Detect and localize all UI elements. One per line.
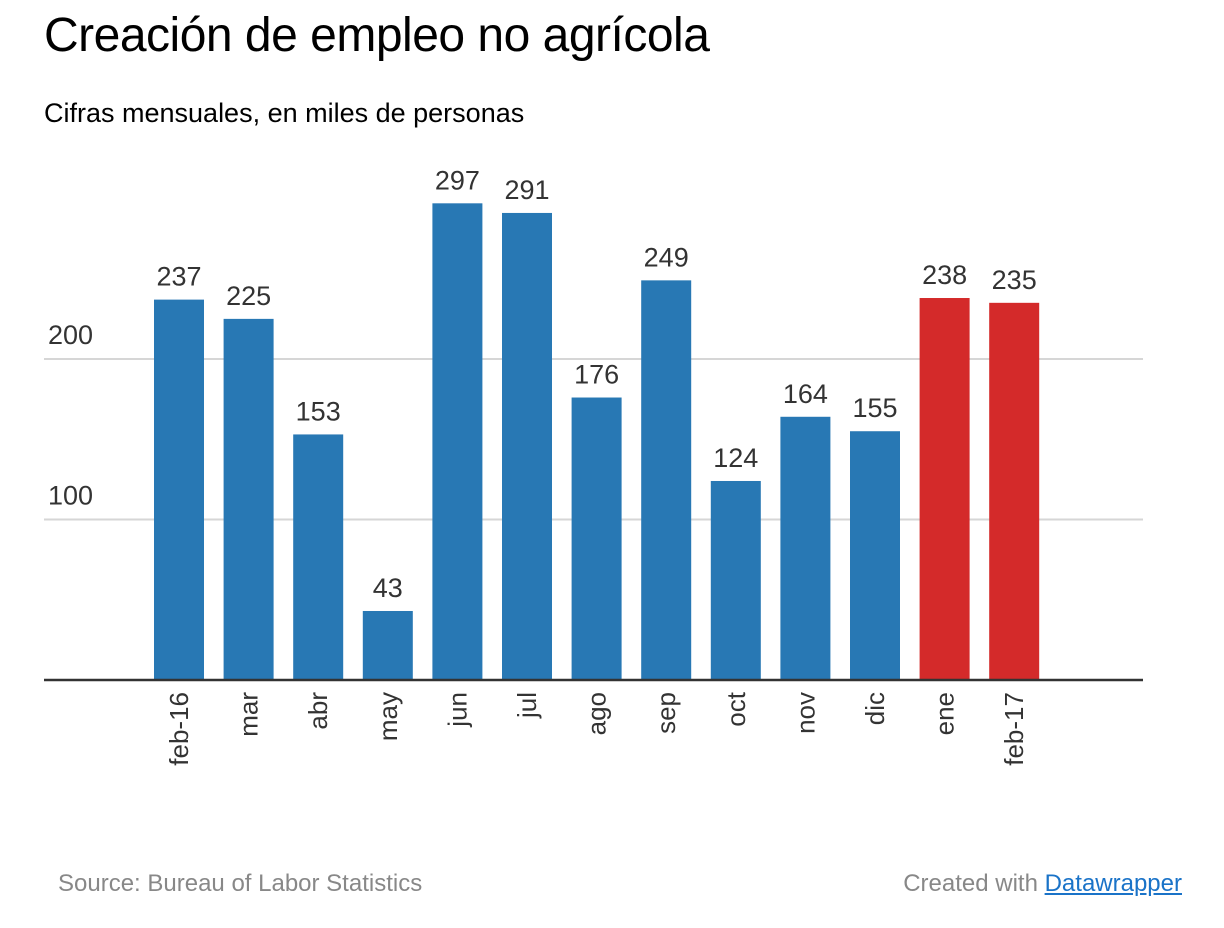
value-label: 176: [574, 360, 619, 390]
x-tick-label: ene: [930, 692, 960, 735]
bar-ene: [919, 298, 970, 680]
value-label: 43: [373, 573, 403, 603]
bar-dic: [850, 431, 900, 680]
credit-note: Created with Datawrapper: [903, 870, 1182, 898]
value-label: 153: [296, 396, 341, 426]
x-tick-label: feb-17: [999, 692, 1029, 766]
value-label: 124: [713, 443, 758, 473]
value-label: 238: [922, 260, 967, 290]
x-tick-label: abr: [303, 692, 333, 730]
x-tick-label: mar: [234, 692, 264, 737]
x-tick-label: nov: [790, 692, 820, 734]
value-label: 249: [644, 242, 689, 272]
x-tick-label: ago: [582, 692, 612, 735]
chart-title: Creación de empleo no agrícola: [44, 9, 710, 62]
bar-ago: [571, 397, 622, 680]
value-label: 235: [992, 265, 1037, 295]
bar-sep: [641, 280, 692, 680]
x-tick-label: feb-16: [164, 692, 194, 766]
credit-prefix: Created with: [903, 870, 1038, 897]
bar-mar: [223, 318, 274, 680]
value-label: 225: [226, 281, 271, 311]
bar-jul: [502, 212, 552, 680]
value-label: 297: [435, 165, 480, 195]
value-label: 155: [852, 393, 897, 423]
bar-jun: [432, 203, 483, 680]
source-note: Source: Bureau of Labor Statistics: [58, 870, 423, 897]
bar-feb-16: [154, 299, 204, 680]
bar-chart: 100 200 237 feb-16 225 mar 153 abr 43 may 297 jun 29…: [44, 165, 1143, 766]
bar-feb-17: [989, 302, 1040, 680]
x-tick-label: jul: [512, 692, 542, 719]
x-tick-label: oct: [721, 691, 751, 726]
x-tick-label: sep: [651, 692, 681, 734]
y-tick-label: 200: [48, 320, 93, 350]
bar-nov: [780, 416, 831, 680]
bar-abr: [293, 434, 344, 680]
value-label: 164: [783, 379, 828, 409]
y-tick-label: 100: [48, 481, 93, 511]
value-label: 237: [156, 262, 201, 292]
x-tick-label: may: [373, 692, 403, 741]
x-tick-label: dic: [860, 692, 890, 725]
datawrapper-link[interactable]: Datawrapper: [1044, 870, 1182, 897]
chart-subtitle: Cifras mensuales, en miles de personas: [44, 98, 525, 128]
bar-oct: [710, 480, 761, 680]
value-label: 291: [504, 175, 549, 205]
bar-may: [362, 610, 413, 680]
x-tick-label: jun: [442, 692, 472, 728]
